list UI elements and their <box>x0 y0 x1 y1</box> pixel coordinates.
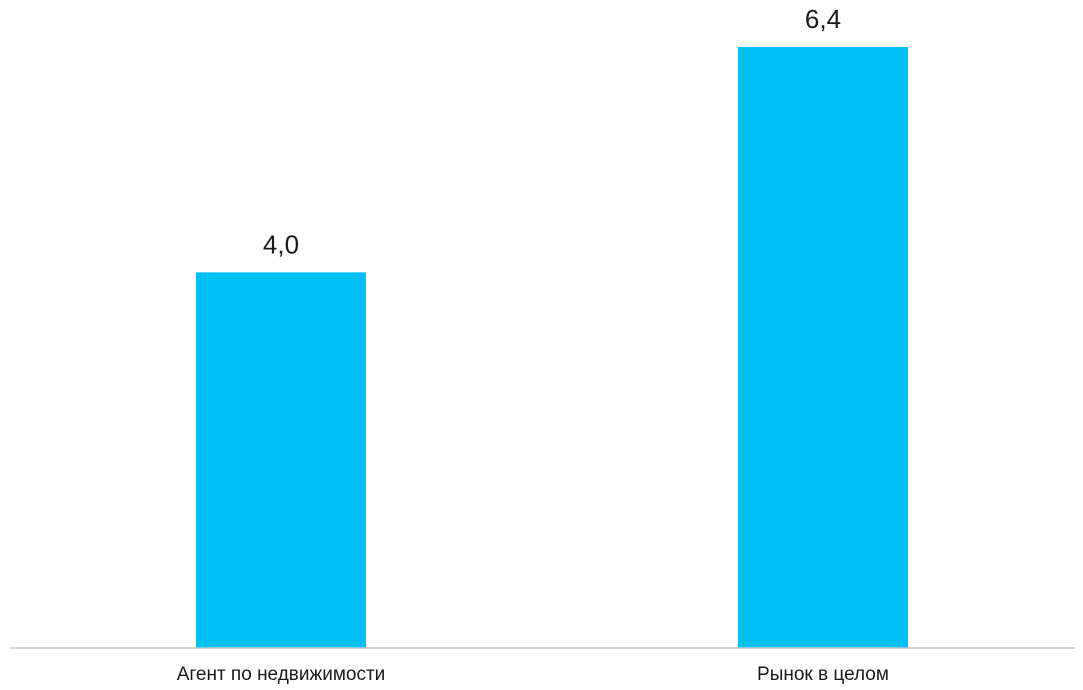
category-label-2: Рынок в целом <box>757 664 889 685</box>
data-label-2: 6,4 <box>805 4 841 34</box>
bars-layer <box>196 47 908 648</box>
category-label-1: Агент по недвижимости <box>177 664 386 685</box>
data-label-1: 4,0 <box>263 229 299 259</box>
labels-layer: 4,0 Агент по недвижимости 6,4 Рынок в целом <box>177 4 889 685</box>
bar-2 <box>738 47 908 648</box>
bar-1 <box>196 272 366 648</box>
